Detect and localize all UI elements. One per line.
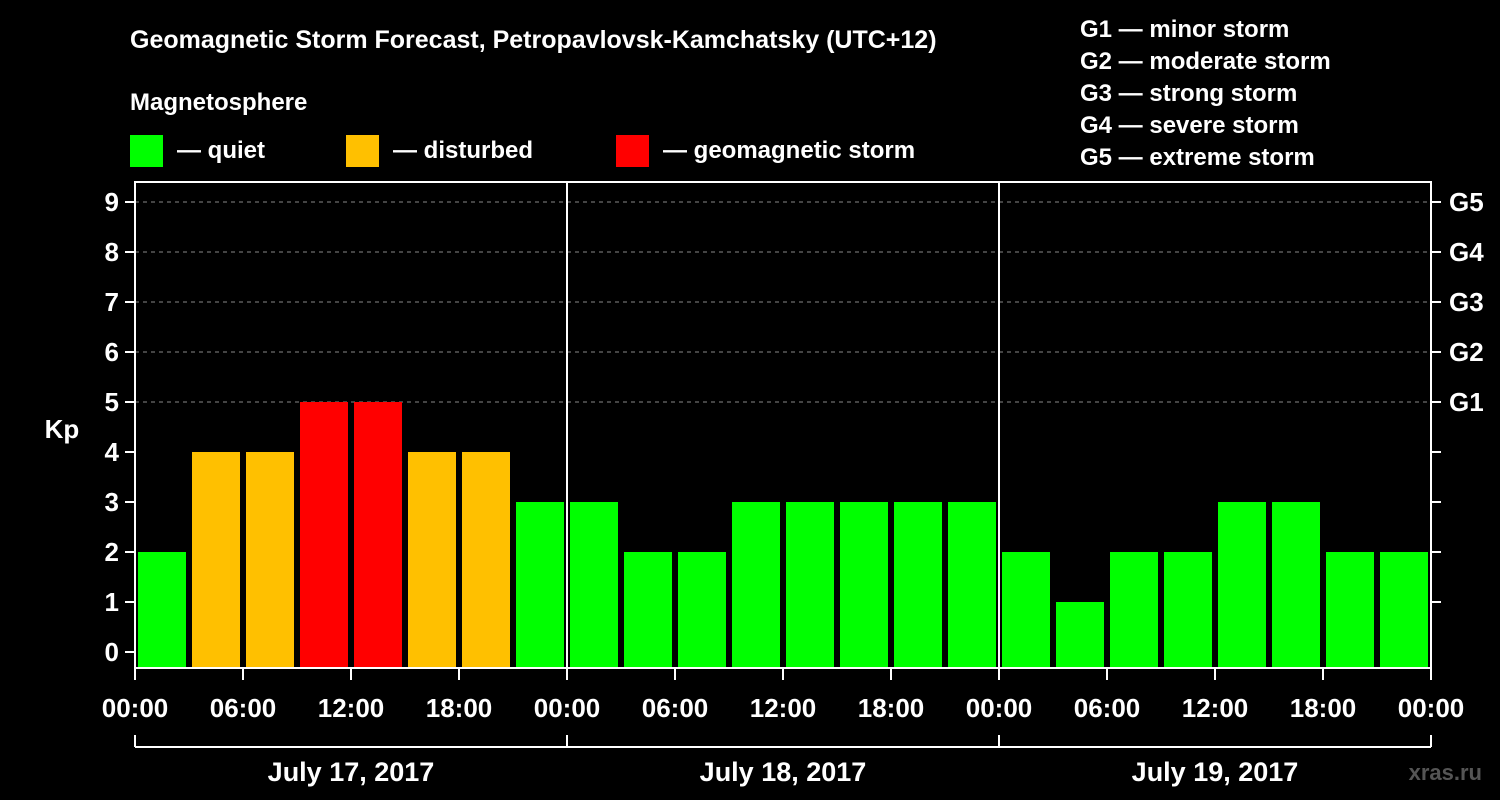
- y-tick-label-5: 5: [105, 387, 119, 417]
- bar-19: [1164, 552, 1212, 668]
- x-tick-label-11: 18:00: [1290, 693, 1357, 723]
- y-axis-label: Kp: [45, 414, 80, 444]
- x-tick-label-3: 18:00: [426, 693, 493, 723]
- x-tick-label-6: 12:00: [750, 693, 817, 723]
- y-tick-label-0: 0: [105, 637, 119, 667]
- bar-17: [1056, 602, 1104, 668]
- chart-title: Geomagnetic Storm Forecast, Petropavlovs…: [130, 26, 937, 54]
- bar-6: [462, 452, 510, 668]
- bar-4: [354, 402, 402, 668]
- legend-label-quiet: — quiet: [177, 137, 265, 164]
- bar-8: [570, 502, 618, 668]
- right-tick-label-g4: G4: [1449, 237, 1484, 267]
- x-tick-label-0: 00:00: [102, 693, 169, 723]
- legend-swatch-disturbed: [346, 135, 379, 167]
- y-tick-label-8: 8: [105, 237, 119, 267]
- right-tick-label-g3: G3: [1449, 287, 1484, 317]
- x-tick-label-10: 12:00: [1182, 693, 1249, 723]
- y-tick-label-3: 3: [105, 487, 119, 517]
- x-tick-label-5: 06:00: [642, 693, 709, 723]
- y-tick-label-9: 9: [105, 187, 119, 217]
- day-label-1: July 18, 2017: [700, 757, 867, 787]
- x-tick-label-9: 06:00: [1074, 693, 1141, 723]
- right-tick-label-g2: G2: [1449, 337, 1484, 367]
- legend-swatch-storm: [616, 135, 649, 167]
- x-tick-label-12: 00:00: [1398, 693, 1465, 723]
- plot-area: 0 1 2 3 4 5 6 7 8 9 G1 G2 G3 G4 G5 00:00 06:00 12:00 18:00…: [102, 181, 1484, 787]
- storm-scale-g5: G5 — extreme storm: [1080, 144, 1315, 171]
- bar-15: [948, 502, 996, 668]
- x-tick-label-7: 18:00: [858, 693, 925, 723]
- bar-14: [894, 502, 942, 668]
- y-tick-label-4: 4: [105, 437, 120, 467]
- bar-7: [516, 502, 564, 668]
- watermark: xras.ru: [1409, 760, 1482, 785]
- bar-3: [300, 402, 348, 668]
- x-tick-label-4: 00:00: [534, 693, 601, 723]
- bar-0: [138, 552, 186, 668]
- bar-9: [624, 552, 672, 668]
- right-tick-label-g1: G1: [1449, 387, 1484, 417]
- storm-scale-g2: G2 — moderate storm: [1080, 48, 1331, 75]
- legend-label-disturbed: — disturbed: [393, 137, 533, 164]
- bar-11: [732, 502, 780, 668]
- day-label-0: July 17, 2017: [268, 757, 435, 787]
- storm-scale-g1: G1 — minor storm: [1080, 16, 1289, 43]
- bar-10: [678, 552, 726, 668]
- right-tick-label-g5: G5: [1449, 187, 1484, 217]
- x-tick-label-2: 12:00: [318, 693, 385, 723]
- legend-heading: Magnetosphere: [130, 89, 307, 116]
- storm-scale-g4: G4 — severe storm: [1080, 112, 1299, 139]
- bar-23: [1380, 552, 1428, 668]
- bar-1: [192, 452, 240, 668]
- bar-18: [1110, 552, 1158, 668]
- bar-20: [1218, 502, 1266, 668]
- bar-22: [1326, 552, 1374, 668]
- bar-21: [1272, 502, 1320, 668]
- legend-label-storm: — geomagnetic storm: [663, 137, 915, 164]
- legend-swatch-quiet: [130, 135, 163, 167]
- y-tick-label-7: 7: [105, 287, 119, 317]
- bar-5: [408, 452, 456, 668]
- y-tick-label-2: 2: [105, 537, 119, 567]
- x-tick-label-1: 06:00: [210, 693, 277, 723]
- bar-16: [1002, 552, 1050, 668]
- y-tick-label-6: 6: [105, 337, 119, 367]
- bar-13: [840, 502, 888, 668]
- storm-scale-g3: G3 — strong storm: [1080, 80, 1297, 107]
- bar-12: [786, 502, 834, 668]
- bar-2: [246, 452, 294, 668]
- day-label-2: July 19, 2017: [1132, 757, 1299, 787]
- y-tick-label-1: 1: [105, 587, 119, 617]
- x-tick-label-8: 00:00: [966, 693, 1033, 723]
